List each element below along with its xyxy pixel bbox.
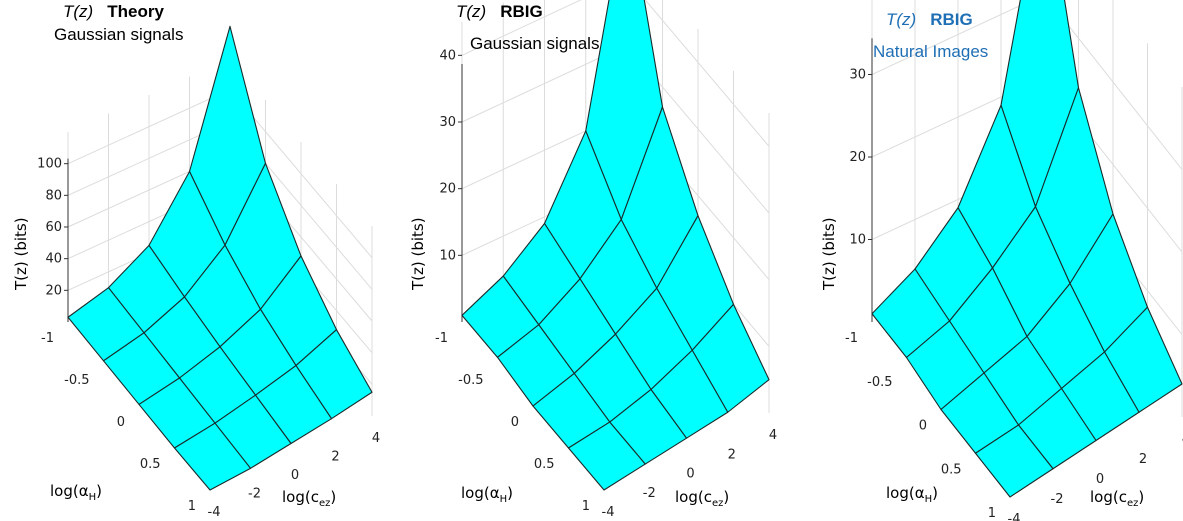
x-tick-label: 1: [988, 506, 996, 521]
x-tick-label: 1: [582, 499, 590, 514]
x-tick-label: 0.5: [941, 462, 962, 477]
y-tick-label: 0: [291, 468, 299, 483]
surface: [68, 26, 372, 490]
x-tick-label: -1: [845, 331, 858, 346]
surface-plot-theory: 20 40 60 80 100 -1 -0.5 0 0.5 1 -4 -2 0 2 4: [0, 0, 395, 521]
y-tick-label: -2: [248, 487, 261, 502]
title-name: RBIG: [930, 10, 973, 29]
y-axis-title: log(cez): [282, 488, 336, 509]
surface: [462, 0, 769, 490]
x-axis-title: log(αH): [461, 484, 513, 505]
y-tick-label: 4: [372, 431, 380, 446]
x-tick-label: 1: [188, 499, 196, 514]
y-tick-label: 2: [1139, 452, 1147, 467]
z-tick-label: 100: [37, 157, 62, 172]
y-axis-title: log(cez): [1090, 488, 1144, 509]
chart-panel-rbig-gaussian: 10 20 30 40 -1 -0.5 0 0.5 1 -4 -2 0 2 4 T(z) RBIG Gaus…: [395, 0, 790, 521]
title-symbol: T(z): [63, 2, 93, 21]
chart-title: T(z) RBIG: [456, 2, 543, 22]
x-axis-title: log(αH): [50, 482, 102, 503]
x-tick-label: 0: [511, 415, 519, 430]
z-tick-label: 20: [849, 150, 866, 165]
y-tick-label: 2: [728, 447, 736, 462]
chart-title: T(z) Theory: [63, 2, 164, 22]
chart-subtitle: Natural Images: [873, 42, 988, 62]
x-tick-label: -0.5: [458, 373, 483, 388]
title-name: RBIG: [500, 2, 543, 21]
z-axis-title: T(z) (bits): [12, 217, 30, 290]
surface-plot-rbig-gaussian: 10 20 30 40 -1 -0.5 0 0.5 1 -4 -2 0 2 4: [395, 0, 790, 521]
y-tick-label: -4: [602, 505, 615, 520]
chart-subtitle: Gaussian signals: [470, 34, 599, 54]
z-tick-label: 10: [849, 233, 866, 248]
x-tick-label: 0: [117, 415, 125, 430]
y-tick-label: -4: [208, 505, 221, 520]
title-symbol: T(z): [456, 2, 486, 21]
title-name: Theory: [107, 2, 164, 21]
chart-subtitle: Gaussian signals: [54, 25, 183, 45]
z-tick-label: 20: [45, 283, 62, 298]
x-tick-label: -1: [41, 331, 54, 346]
z-tick-label: 60: [45, 220, 62, 235]
z-axis-title: T(z) (bits): [409, 217, 427, 290]
z-tick-label: 30: [439, 115, 456, 130]
y-tick-label: 2: [331, 450, 339, 465]
z-tick-label: 80: [45, 188, 62, 203]
x-tick-label: 0: [919, 419, 927, 434]
chart-panel-theory: 20 40 60 80 100 -1 -0.5 0 0.5 1 -4 -2 0 2 4 T(z) Theory…: [0, 0, 395, 521]
title-symbol: T(z): [886, 10, 916, 29]
y-tick-label: 0: [686, 467, 694, 482]
y-tick-label: 4: [769, 428, 777, 443]
y-tick-label: -2: [643, 486, 656, 501]
x-tick-label: -1: [435, 331, 448, 346]
z-tick-label: 40: [45, 252, 62, 267]
z-tick-label: 10: [439, 248, 456, 263]
x-axis-title: log(αH): [886, 484, 938, 505]
x-tick-label: -0.5: [867, 375, 892, 390]
y-tick-label: -4: [1008, 512, 1021, 521]
chart-title: T(z) RBIG: [886, 10, 973, 30]
x-tick-label: 0.5: [534, 457, 555, 472]
z-axis-title: T(z) (bits): [820, 217, 838, 290]
x-tick-label: 0.5: [140, 457, 161, 472]
y-tick-label: -2: [1051, 492, 1064, 507]
y-tick-label: 0: [1096, 472, 1104, 487]
z-tick-label: 20: [439, 182, 456, 197]
z-tick-label: 30: [849, 68, 866, 83]
y-axis-title: log(cez): [675, 488, 729, 509]
z-tick-label: 40: [439, 48, 456, 63]
x-tick-label: -0.5: [64, 373, 89, 388]
